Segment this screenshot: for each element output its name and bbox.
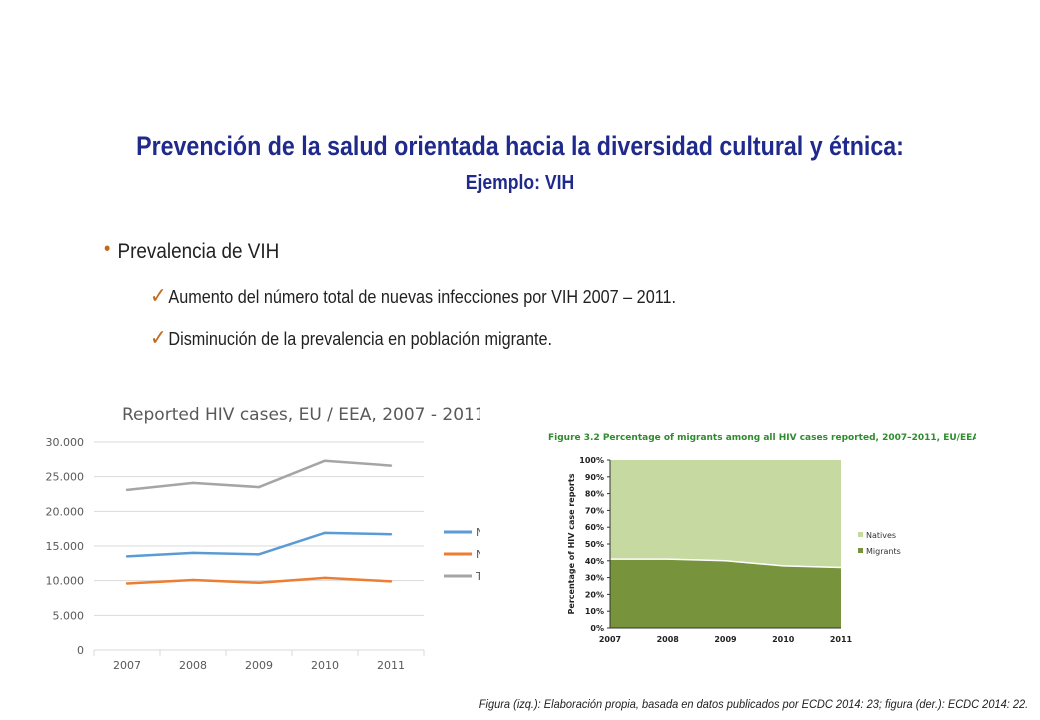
x-tick-label: 2008 — [657, 635, 680, 644]
data-point-total — [389, 464, 393, 467]
legend-label: Non-Natives — [476, 548, 480, 561]
area-boundary-line — [610, 558, 842, 569]
data-point-non-natives — [125, 582, 129, 585]
x-tick-label: 2011 — [377, 659, 405, 672]
y-tick-label: 0 — [77, 644, 84, 657]
legend-label: Migrants — [866, 547, 901, 556]
x-tick-label: 2007 — [113, 659, 141, 672]
checkmark-icon: ✓ — [150, 283, 167, 308]
y-tick-label: 10% — [585, 607, 604, 616]
data-point-non-natives — [257, 581, 261, 584]
x-tick-label: 2010 — [772, 635, 795, 644]
y-tick-label: 80% — [585, 490, 604, 499]
y-axis-label: Percentage of HIV case reports — [567, 473, 576, 614]
data-point-natives — [191, 551, 195, 555]
checkmark-icon: ✓ — [150, 325, 167, 350]
data-point-natives — [125, 555, 129, 558]
figure-source-note: Figura (izq.): Elaboración propia, basad… — [478, 697, 1028, 711]
x-tick-label: 2010 — [311, 659, 339, 672]
legend-label: Total — [475, 570, 480, 583]
y-tick-label: 70% — [585, 506, 604, 515]
x-tick-label: 2008 — [179, 659, 207, 672]
x-tick-label: 2007 — [599, 635, 621, 644]
data-point-natives — [389, 533, 393, 536]
data-point-total — [191, 481, 195, 485]
legend-swatch — [858, 548, 863, 553]
y-tick-label: 20% — [585, 590, 604, 599]
y-tick-label: 10.000 — [46, 575, 85, 588]
data-point-non-natives — [389, 580, 393, 583]
y-tick-label: 25.000 — [46, 471, 85, 484]
slide-title: Prevención de la salud orientada hacia l… — [136, 131, 904, 161]
data-point-total — [257, 485, 261, 489]
x-tick-label: 2009 — [245, 659, 273, 672]
bullet-item: • Prevalencia de VIH — [104, 238, 280, 264]
check-item-2: ✓ Disminución de la prevalencia en poblac… — [150, 325, 552, 351]
figure-title: Figure 3.2 Percentage of migrants among … — [548, 433, 976, 443]
y-tick-label: 5.000 — [53, 609, 85, 622]
y-tick-label: 90% — [585, 473, 604, 482]
legend-label: Natives — [866, 531, 896, 540]
y-tick-label: 30% — [585, 574, 604, 583]
data-point-non-natives — [191, 578, 195, 582]
legend-swatch — [858, 532, 863, 537]
y-tick-label: 100% — [579, 456, 604, 465]
check-text-2: Disminución de la prevalencia en poblaci… — [168, 329, 553, 349]
hiv-cases-line-chart: Reported HIV cases, EU / EEA, 2007 - 201… — [46, 405, 481, 672]
bullet-text: Prevalencia de VIH — [117, 240, 280, 263]
y-tick-label: 50% — [585, 540, 604, 549]
data-point-non-natives — [323, 576, 327, 580]
data-point-total — [125, 488, 129, 492]
series-line-total — [126, 459, 392, 492]
series-line-natives — [126, 531, 392, 558]
x-tick-label: 2009 — [714, 635, 737, 644]
migrants-percentage-area-chart: Figure 3.2 Percentage of migrants among … — [548, 433, 976, 644]
data-point-natives — [257, 553, 261, 556]
y-tick-label: 30.000 — [46, 436, 85, 449]
area-migrants — [610, 559, 841, 628]
y-tick-label: 0% — [590, 624, 604, 633]
slide-subtitle: Ejemplo: VIH — [465, 172, 575, 194]
check-text-1: Aumento del número total de nuevas infec… — [168, 287, 677, 307]
chart-title: Reported HIV cases, EU / EEA, 2007 - 201… — [122, 405, 480, 425]
y-tick-label: 60% — [585, 523, 604, 532]
bullet-dot-icon: • — [104, 238, 111, 260]
data-point-total — [323, 459, 327, 462]
data-point-natives — [323, 531, 327, 535]
y-tick-label: 20.000 — [46, 505, 85, 518]
y-tick-label: 15.000 — [46, 540, 85, 553]
check-item-1: ✓ Aumento del número total de nuevas infe… — [150, 283, 676, 309]
area-natives — [610, 460, 841, 568]
x-tick-label: 2011 — [830, 635, 853, 644]
y-tick-label: 40% — [585, 557, 604, 566]
legend-label: Natives — [476, 526, 480, 539]
